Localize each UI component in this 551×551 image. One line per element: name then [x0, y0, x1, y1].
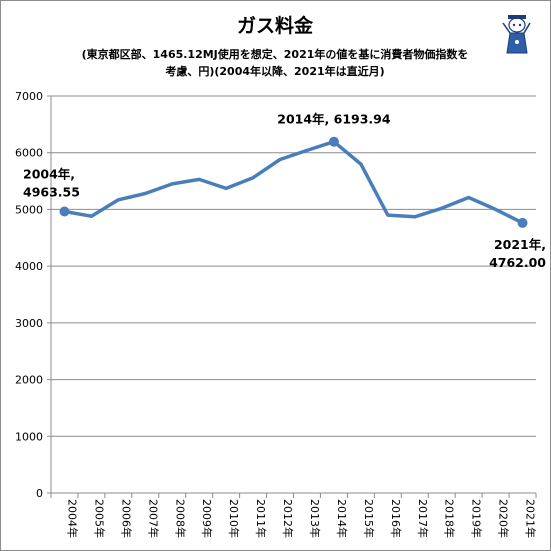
x-tick-label: 2008年	[173, 499, 187, 538]
x-tick-label: 2016年	[389, 499, 403, 538]
chart-subtitle-line-2: 考慮、円)(2004年以降、2021年は直近月)	[165, 64, 384, 78]
chart-subtitle-line-1: (東京都区部、1465.12MJ使用を想定、2021年の値を基に消費者物価指数を	[82, 47, 469, 61]
x-tick-label: 2009年	[200, 499, 214, 538]
data-label: 2004年,	[23, 166, 75, 181]
data-label: 2021年,	[494, 237, 546, 252]
x-tick-label: 2011年	[254, 499, 268, 538]
y-tick-label: 7000	[15, 90, 43, 103]
data-label: 4963.55	[23, 184, 80, 199]
x-tick-label: 2020年	[497, 499, 511, 538]
x-tick-label: 2005年	[92, 499, 106, 538]
axes	[47, 95, 537, 498]
x-tick-label: 2015年	[362, 499, 376, 538]
x-tick-label: 2019年	[470, 499, 484, 538]
y-tick-label: 4000	[15, 260, 43, 273]
x-tick-label: 2018年	[443, 499, 457, 538]
x-tick-label: 2010年	[227, 499, 241, 538]
y-tick-label: 2000	[15, 374, 43, 387]
x-tick-labels: 2004年 2005年 2006年 2007年 2008年 2009年 2010年 2011年…	[65, 499, 537, 538]
data-labels: 2004年, 4963.55 2014年, 6193.94 2021年, 4762.00	[23, 112, 546, 270]
x-tick-label: 2017年	[416, 499, 430, 538]
data-point-marker	[517, 217, 528, 228]
x-tick-label: 2007年	[146, 499, 160, 538]
data-label: 2014年, 6193.94	[277, 112, 391, 127]
mascot-illustration	[502, 15, 531, 54]
series-gas-price	[59, 136, 528, 228]
data-label: 4762.00	[489, 255, 546, 270]
mascot-head	[508, 17, 526, 33]
gridlines	[51, 95, 536, 437]
y-tick-label: 3000	[15, 317, 43, 330]
mascot-hat	[508, 15, 526, 19]
data-point-marker	[328, 136, 339, 147]
data-point-marker	[59, 206, 70, 217]
y-tick-label: 6000	[15, 147, 43, 160]
x-tick-label: 2021年	[524, 499, 538, 538]
chart-title: ガス料金	[237, 14, 314, 37]
x-tick-label: 2004年	[65, 499, 79, 538]
y-tick-label: 1000	[15, 430, 43, 443]
series-line	[62, 139, 525, 225]
x-tick-label: 2012年	[281, 499, 295, 538]
y-tick-label: 0	[36, 487, 43, 500]
x-tick-label: 2014年	[335, 499, 349, 538]
y-tick-labels: 0 1000 2000 3000 4000 5000 6000 7000	[15, 90, 43, 500]
y-tick-label: 5000	[15, 203, 43, 216]
x-tick-label: 2013年	[308, 499, 322, 538]
x-tick-label: 2006年	[119, 499, 133, 538]
